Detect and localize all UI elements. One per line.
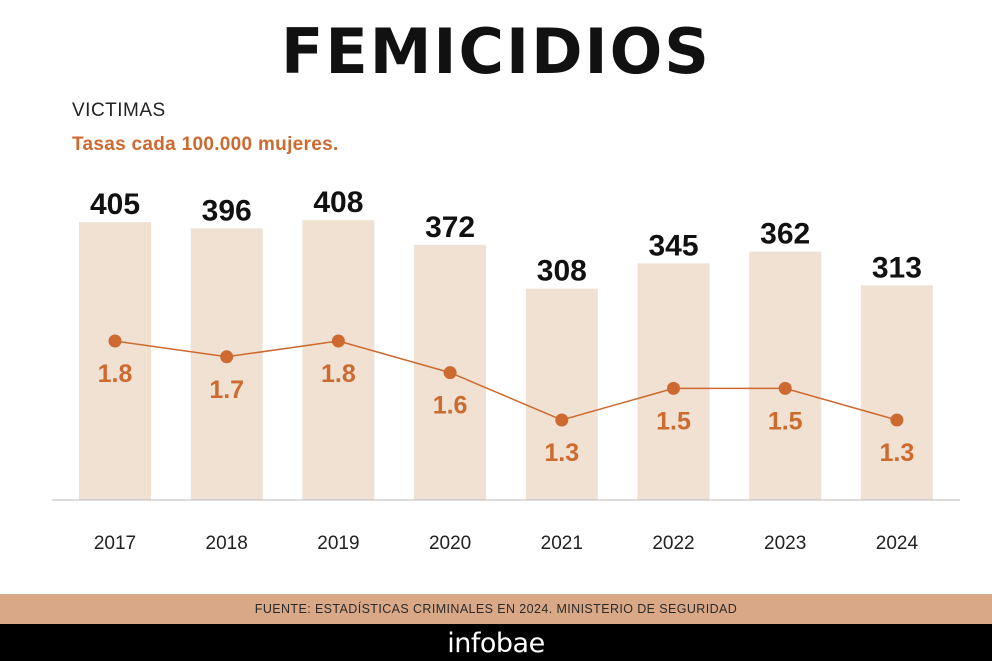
x-tick-label-2018: 2018 (206, 533, 248, 554)
bar-value-label-2021: 308 (537, 255, 587, 288)
rates-subtitle: Tasas cada 100.000 mujeres. (72, 134, 339, 155)
femicide-chart: 405 396 408 372 308 345 362 313 1.8 1.7 1.8 1.6 1.3… (52, 186, 960, 554)
x-tick-label-2023: 2023 (764, 533, 806, 554)
bar-value-label-2024: 313 (872, 251, 922, 284)
source-band: FUENTE: ESTADÍSTICAS CRIMINALES EN 2024.… (0, 594, 992, 624)
rate-label-2022: 1.5 (656, 407, 691, 435)
victims-subtitle: VICTIMAS (72, 100, 166, 121)
rate-line-group: 1.8 1.7 1.8 1.6 1.3 1.5 1.5 1.3 (98, 334, 915, 467)
bar-value-label-2023: 362 (760, 218, 810, 251)
rate-point-2019 (331, 334, 345, 348)
bar-value-label-2020: 372 (425, 211, 475, 244)
rate-label-2023: 1.5 (768, 407, 803, 435)
rate-point-2023 (778, 381, 792, 395)
bar-value-label-2017: 405 (90, 188, 140, 221)
rate-label-2021: 1.3 (544, 439, 579, 467)
bar-2021 (525, 288, 598, 500)
bar-value-label-2022: 345 (648, 229, 698, 262)
rate-point-2022 (667, 381, 680, 395)
rate-label-2017: 1.8 (98, 360, 133, 388)
rate-line (114, 340, 898, 421)
x-tick-label-2021: 2021 (541, 533, 583, 554)
rate-point-2021 (555, 413, 569, 427)
bar-group (79, 220, 933, 501)
x-tick-label-2024: 2024 (876, 533, 919, 554)
rate-point-2018 (220, 350, 234, 364)
rate-label-2024: 1.3 (880, 439, 915, 467)
x-tick-label-2022: 2022 (652, 533, 694, 554)
rate-label-2019: 1.8 (321, 360, 356, 388)
bar-value-label-2018: 396 (202, 194, 252, 227)
rate-label-2018: 1.7 (209, 376, 244, 404)
rate-point-2024 (890, 413, 904, 427)
rate-label-2020: 1.6 (433, 392, 468, 420)
bar-value-label-2019: 408 (313, 186, 363, 219)
x-tick-group: 2017 2018 2019 2020 2021 2022 2023 2024 (94, 533, 919, 554)
rate-point-2020 (443, 366, 457, 380)
bar-label-group: 405 396 408 372 308 345 362 313 (90, 186, 922, 288)
bar-2024 (860, 285, 933, 500)
bar-2017 (79, 222, 151, 501)
bar-2019 (302, 220, 375, 500)
x-tick-label-2017: 2017 (94, 533, 136, 554)
footer-bar: infobae (0, 624, 992, 661)
bar-2018 (190, 228, 263, 500)
bar-2023 (749, 251, 822, 500)
x-tick-label-2019: 2019 (317, 533, 359, 554)
rate-point-2017 (108, 334, 122, 348)
x-tick-label-2020: 2020 (429, 533, 471, 554)
chart-title: FEMICIDIOS (281, 15, 711, 88)
source-text: FUENTE: ESTADÍSTICAS CRIMINALES EN 2024.… (254, 602, 738, 616)
brand-logo: infobae (447, 628, 545, 659)
bar-2022 (637, 263, 710, 500)
